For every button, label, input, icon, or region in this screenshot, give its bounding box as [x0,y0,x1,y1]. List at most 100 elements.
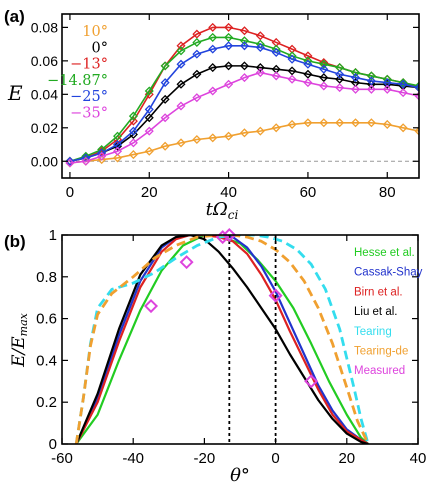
panel-a-legend-entry-14-87: −14.87° [47,73,108,89]
panel-a-y-tick-label: 0.00 [31,153,58,169]
panel-b-y-tick-label: 0.2 [36,394,57,411]
panel-b-y-ticks: 0 0.2 0.4 0.6 0.8 1 [36,227,418,453]
panel-a-series-layer [65,22,419,168]
panel-b-plot-frame [61,234,419,445]
panel-a-y-tick-label: 0.06 [31,53,58,69]
panel-b-curve-birn-et-al [75,235,369,444]
panel-a-x-tick-label: 40 [220,184,237,201]
panel-b-y-tick-label: 0.4 [36,352,57,369]
panel-a-data-point [303,118,313,128]
panel-a-series-line [69,121,419,164]
panel-a-data-point [144,126,154,136]
panel-b-y-tick-label: 0.8 [36,269,57,286]
panel-a-x-tick-label: 60 [300,184,317,201]
panel-a-series-line [69,65,419,163]
panel-a-data-point [176,41,186,51]
panel-a-data-point [287,74,297,84]
panel-a-data-point [208,44,218,54]
panel-a-data-point [192,49,202,59]
panel-a-data-point [255,42,265,52]
panel-a-legend-entry-0: 0° [92,40,108,56]
panel-a-data-point [351,68,361,78]
panel-b-y-axis-label-main: E/E [9,336,29,368]
panel-a-data-point [81,151,91,161]
panel-b-measured-markers [143,227,319,389]
panel-a-data-point [366,76,376,86]
panel-a-data-point [144,86,154,96]
panel-a-data-point [144,113,154,123]
panel-a-x-tick-label: 80 [379,184,396,201]
panel-b-y-tick-label: 0.6 [36,311,57,328]
panel-a-data-point [224,41,234,51]
panel-a-series-line [69,36,419,163]
panel-a-data-point [160,78,170,88]
panel-a-data-point [255,126,265,136]
panel-b-x-tick-label: 40 [410,450,427,467]
panel-b: (b) -60 -40 -20 0 20 40 0 0.2 0.4 0.6 0.8 1 E/Emax… [4,227,426,486]
panel-a-data-point [303,69,313,79]
panel-b-legend-entry-birn-et-al: Birn et al. [354,286,403,298]
panel-a-data-point [303,51,313,61]
panel-b-curve-tearing [74,235,370,444]
panel-a-data-point [335,118,345,128]
panel-a-data-point [176,79,186,89]
panel-a-data-point [255,31,265,41]
panel-a-data-point [319,118,329,128]
panel-a-data-point [335,74,345,84]
panel-a-data-point [287,119,297,129]
panel-a-data-point [97,155,107,165]
panel-b-curve-liu-et-al [75,235,369,444]
panel-a-data-point [224,61,234,71]
panel-a-data-point [176,46,186,56]
panel-a-data-point [239,36,249,46]
panel-a-data-point [128,150,138,160]
panel-a-label: (a) [4,7,25,26]
panel-b-legend: Hesse et al. Cassak-Shay Birn et al. Liu et… [354,247,423,377]
panel-b-label: (b) [4,232,26,251]
panel-a-y-tick-label: 0.02 [31,120,58,136]
panel-a-data-point [303,78,313,88]
panel-a-x-tick-label: 0 [66,184,74,201]
panel-a-data-point [398,78,408,88]
panel-a-data-point [160,113,170,123]
panel-b-x-ticks: -60 -40 -20 0 20 40 [51,235,426,467]
panel-a-legend-entry-13: −13° [70,57,108,73]
panel-b-legend-entry-tearing-de: Tearing-de [354,346,408,358]
panel-b-x-tick-label: -60 [51,450,73,467]
panel-a-legend-entry-10: 10° [82,24,108,40]
panel-a-data-point [65,156,75,166]
panel-a-x-axis-label-main: tΩ [206,199,228,220]
panel-a-data-point [160,61,170,71]
panel-a-data-point [128,111,138,121]
panel-a-data-point [287,54,297,64]
panel-a-data-point [271,71,281,81]
panel-a-data-point [208,133,218,143]
panel-a-data-point [303,59,313,69]
panel-a-data-point [366,118,376,128]
panel-b-legend-entry-liu-et-al: Liu et al. [354,306,397,318]
panel-a-series-25 [65,41,419,166]
panel-a-data-point [160,94,170,104]
panel-a-data-point [319,59,329,69]
panel-a-y-tick-label: 0.04 [31,86,58,102]
panel-a-data-point [224,79,234,89]
panel-b-y-tick-label: 1 [49,227,57,244]
panel-a-data-point [382,119,392,129]
panel-a-data-point [351,84,361,94]
panel-a-x-ticks: 0 20 40 60 80 [66,14,396,201]
panel-a-data-point [271,47,281,58]
panel-a-data-point [81,156,91,166]
panel-a-x-axis-label-sub: ci [228,208,239,222]
panel-b-measured-point [304,374,319,389]
panel-a-data-point [208,63,218,73]
panel-a-legend: 10°0°−13°−14.87°−25°−35° [47,24,108,122]
panel-b-legend-entry-tearing: Tearing [354,326,392,338]
panel-b-x-tick-label: -40 [122,450,144,467]
panel-a-data-point [176,59,186,69]
panel-a-data-point [351,118,361,128]
panel-a-data-point [382,84,392,94]
panel-a-y-tick-label: 0.08 [31,19,58,35]
panel-a-data-point [208,22,218,32]
panel-a-data-point [366,84,376,94]
panel-a-data-point [113,146,123,156]
